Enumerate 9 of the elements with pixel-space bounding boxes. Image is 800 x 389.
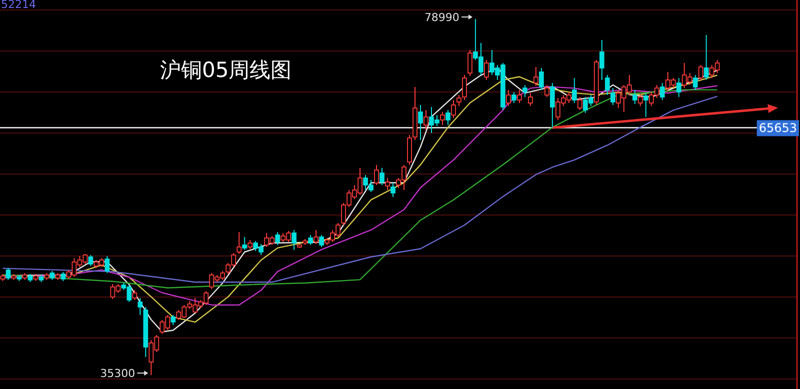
ref-line-label: 65653 [758, 121, 797, 136]
candlestick [418, 104, 423, 141]
annotation: 78990 [424, 10, 460, 24]
text: 沪铜05周线图 [160, 58, 292, 82]
candlestick [676, 77, 682, 98]
candlestick [599, 40, 604, 80]
annotation: 52214 [1, 0, 36, 11]
candlestick [424, 110, 428, 130]
annotation: 35300 [100, 367, 136, 380]
